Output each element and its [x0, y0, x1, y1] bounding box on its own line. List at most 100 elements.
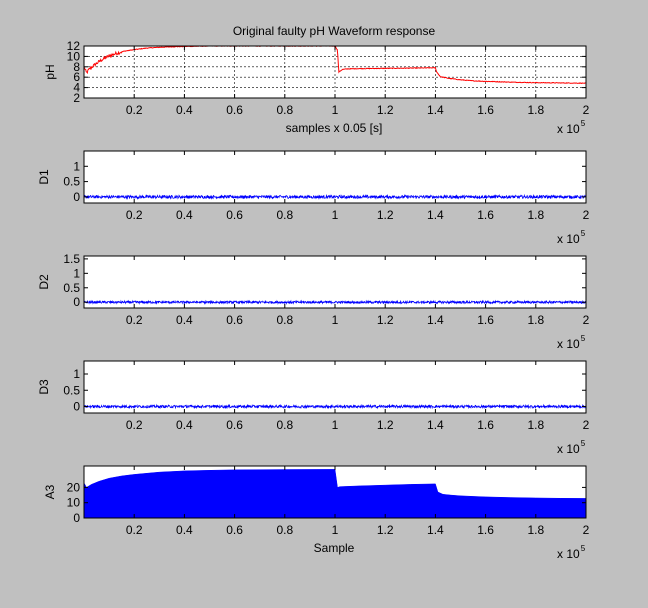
d1-signal-line — [83, 193, 587, 200]
d2-x-tick-label: 0.4 — [176, 313, 193, 327]
a3-x-multiplier: x 105 — [557, 544, 586, 561]
d2-x-tick-label: 1.2 — [377, 313, 394, 327]
d3-y-axis-label: D3 — [37, 379, 51, 395]
a3-x-axis-label: Sample — [314, 541, 355, 555]
a3-y-ticks: 010 20 — [67, 480, 586, 525]
ph-x-tick-label: 0.4 — [176, 103, 193, 117]
d3-y-tick-label: 1 — [73, 367, 80, 381]
d3-axes-frame — [83, 360, 587, 414]
ph-chart-title: Original faulty pH Waveform response — [233, 24, 436, 38]
d2-plot-area — [83, 255, 587, 309]
ph-y-tick-label: 10 — [67, 49, 81, 63]
a3-x-tick-label: 1.8 — [527, 523, 544, 537]
d3-x-tick-label: 1.8 — [527, 418, 544, 432]
ph-waveform-panel: Original faulty pH Waveform response 0.2… — [43, 24, 590, 136]
a3-y-tick-label: 20 — [67, 480, 81, 494]
a3-x-tick-label: 1.4 — [427, 523, 444, 537]
d2-y-tick-label: 1 — [73, 266, 80, 280]
d2-x-tick-label: 1.6 — [477, 313, 494, 327]
a3-panel: 0.2 0.4 0.6 0.8 1 1.2 1.4 1.6 1.8 2 010 20 A3 Samp… — [43, 465, 590, 561]
d2-y-tick-label: 0 — [73, 295, 80, 309]
d2-y-tick-label: 0.5 — [63, 281, 80, 295]
d2-x-tick-label: 0.2 — [126, 313, 143, 327]
ph-x-tick-label: 0.6 — [226, 103, 243, 117]
ph-x-tick-label: 2 — [583, 103, 590, 117]
d2-signal-line — [83, 299, 587, 305]
a3-x-tick-label: 0.8 — [276, 523, 293, 537]
a3-x-tick-label: 2 — [583, 523, 590, 537]
d2-x-tick-label: 1 — [332, 313, 339, 327]
d1-plot-area — [83, 150, 587, 204]
d2-x-tick-label: 1.8 — [527, 313, 544, 327]
a3-x-tick-label: 1.6 — [477, 523, 494, 537]
a3-x-tick-label: 0.2 — [126, 523, 143, 537]
d1-y-axis-label: D1 — [37, 169, 51, 185]
d2-x-multiplier: x 105 — [557, 334, 586, 351]
d1-panel: 0.2 0.4 0.6 0.8 1 1.2 1.4 1.6 1.8 2 00.51 D1 x 10… — [37, 150, 590, 246]
ph-x-tick-label: 1.4 — [427, 103, 444, 117]
d3-x-tick-label: 0.4 — [176, 418, 193, 432]
d1-y-tick-label: 0 — [73, 190, 80, 204]
d1-x-tick-label: 0.2 — [126, 208, 143, 222]
d1-x-tick-label: 0.8 — [276, 208, 293, 222]
ph-y-axis-label: pH — [43, 64, 57, 79]
a3-area-fill — [83, 469, 587, 519]
d1-x-tick-label: 1 — [332, 208, 339, 222]
ph-x-axis-label: samples x 0.05 [s] — [286, 121, 383, 135]
d3-y-tick-label: 0 — [73, 400, 80, 414]
d3-x-tick-label: 2 — [583, 418, 590, 432]
d3-plot-area — [83, 360, 587, 414]
d1-x-multiplier: x 105 — [557, 229, 586, 246]
d2-y-tick-label: 1.5 — [63, 252, 80, 266]
ph-x-ticks: 0.2 0.4 0.6 0.8 1 1.2 1.4 1.6 1.8 2 — [126, 46, 590, 117]
d1-y-tick-label: 0.5 — [63, 175, 80, 189]
ph-y-tick-label: 6 — [73, 70, 80, 84]
d2-axes-frame — [83, 255, 587, 309]
d3-y-ticks: 00.51 — [63, 367, 586, 414]
a3-x-ticks: 0.2 0.4 0.6 0.8 1 1.2 1.4 1.6 1.8 2 — [126, 466, 590, 537]
a3-x-tick-label: 0.6 — [226, 523, 243, 537]
ph-x-tick-label: 0.2 — [126, 103, 143, 117]
d2-x-tick-label: 0.8 — [276, 313, 293, 327]
d2-series — [83, 299, 587, 305]
d1-x-tick-label: 1.4 — [427, 208, 444, 222]
ph-x-tick-label: 0.8 — [276, 103, 293, 117]
ph-x-tick-label: 1.2 — [377, 103, 394, 117]
a3-y-tick-label: 0 — [73, 511, 80, 525]
a3-x-tick-label: 1.2 — [377, 523, 394, 537]
d3-x-tick-label: 0.6 — [226, 418, 243, 432]
d3-series — [83, 403, 587, 410]
d2-x-tick-label: 0.6 — [226, 313, 243, 327]
d3-x-tick-label: 1.4 — [427, 418, 444, 432]
a3-y-tick-label: 10 — [67, 496, 81, 510]
d3-signal-line — [83, 403, 587, 410]
d1-x-tick-label: 0.6 — [226, 208, 243, 222]
ph-x-tick-label: 1.8 — [527, 103, 544, 117]
d2-y-ticks: 00.511.5 — [63, 252, 586, 309]
d3-x-tick-label: 0.2 — [126, 418, 143, 432]
ph-y-tick-label: 2 — [73, 91, 80, 105]
d3-x-tick-label: 0.8 — [276, 418, 293, 432]
d2-y-axis-label: D2 — [37, 274, 51, 290]
ph-axes-frame — [83, 45, 587, 99]
ph-y-tick-label: 12 — [67, 39, 81, 53]
d3-panel: 0.2 0.4 0.6 0.8 1 1.2 1.4 1.6 1.8 2 00.51 D3 x 10… — [37, 360, 590, 456]
a3-x-tick-label: 0.4 — [176, 523, 193, 537]
a3-x-tick-label: 1 — [332, 523, 339, 537]
d2-x-tick-label: 2 — [583, 313, 590, 327]
d3-x-multiplier: x 105 — [557, 439, 586, 456]
d1-y-ticks: 00.51 — [63, 159, 586, 204]
d1-x-tick-label: 2 — [583, 208, 590, 222]
d3-x-tick-label: 1 — [332, 418, 339, 432]
ph-x-multiplier: x 105 — [557, 119, 586, 136]
d1-series — [83, 193, 587, 200]
d3-x-tick-label: 1.2 — [377, 418, 394, 432]
ph-x-tick-label: 1.6 — [477, 103, 494, 117]
d2-x-tick-label: 1.4 — [427, 313, 444, 327]
d1-y-tick-label: 1 — [73, 159, 80, 173]
ph-x-tick-label: 1 — [332, 103, 339, 117]
d1-axes-frame — [83, 150, 587, 204]
d1-x-tick-label: 0.4 — [176, 208, 193, 222]
d3-y-tick-label: 0.5 — [63, 383, 80, 397]
